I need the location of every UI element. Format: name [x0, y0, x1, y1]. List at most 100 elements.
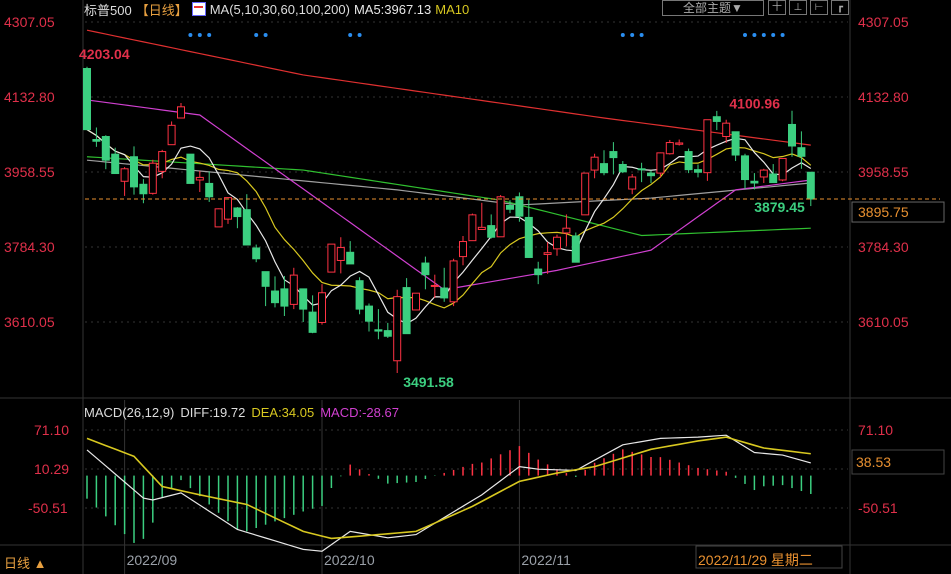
macd-tick-left: 10.29 — [34, 461, 69, 477]
candle-down — [797, 147, 806, 157]
price-tick-right: 4307.05 — [858, 14, 909, 30]
macd-params[interactable]: MACD(26,12,9) — [84, 405, 175, 420]
macd-tick-right: 71.10 — [858, 422, 893, 438]
candle-down — [741, 155, 749, 181]
high-annotation: 4100.96 — [729, 96, 780, 112]
candle-down — [534, 268, 543, 276]
candle-up — [665, 142, 674, 155]
event-marker — [263, 33, 268, 37]
candle-down — [299, 288, 308, 310]
ma100-line — [86, 159, 811, 206]
candle-down — [83, 68, 91, 131]
price-tick-left: 3784.30 — [4, 239, 55, 255]
candle-down — [233, 207, 242, 218]
candle-up — [562, 227, 571, 234]
event-marker — [743, 33, 747, 37]
zoom-out-tool-button[interactable]: ⊢ — [810, 0, 828, 15]
candle-down — [515, 196, 524, 217]
candle-down — [421, 262, 430, 276]
zoom-in-tool-button[interactable]: ⊥ — [789, 0, 807, 15]
candle-down — [101, 136, 110, 161]
candle-down — [524, 216, 533, 258]
restore-tool-button[interactable]: ┏ — [831, 0, 849, 15]
event-marker — [188, 33, 193, 37]
candle-up — [336, 247, 345, 261]
candle-down — [694, 169, 702, 173]
candle-up — [177, 106, 185, 119]
chart-header: 标普500 【日线】 MA(5,10,30,60,100,200) MA5:39… — [84, 0, 469, 18]
candle-up — [778, 157, 787, 181]
macd-current-value: 38.53 — [856, 454, 891, 470]
candle-up — [214, 208, 223, 228]
crosshair-tool-button[interactable]: 十 — [768, 0, 786, 15]
date-tick: 2022/09 — [127, 552, 178, 568]
event-marker — [761, 33, 766, 37]
candle-down — [261, 271, 270, 287]
period-selector[interactable]: 日线 ▲ — [4, 556, 47, 571]
candle-up — [412, 292, 420, 311]
candle-up — [628, 176, 637, 190]
cursor-date-box — [695, 545, 843, 569]
ma10-value: MA10 — [435, 1, 470, 17]
last-price-label: 3895.75 — [858, 204, 909, 220]
date-tick: 2022/10 — [324, 552, 375, 568]
candle-down — [205, 182, 214, 198]
candle-down — [402, 287, 411, 335]
candle-up — [148, 162, 157, 194]
price-tick-left: 3610.05 — [4, 314, 55, 330]
candle-down — [806, 171, 815, 200]
event-marker — [630, 33, 635, 37]
ma-indicator-icon[interactable] — [191, 2, 206, 16]
macd-tick-left: 71.10 — [34, 422, 69, 438]
event-marker — [197, 33, 202, 37]
candle-down — [280, 288, 289, 307]
candle-down — [308, 311, 317, 333]
candle-down — [712, 116, 721, 122]
last-price-box — [851, 201, 945, 223]
instrument-title: 标普500 — [84, 2, 132, 18]
date-tick: 2022/11 — [521, 552, 571, 568]
ma5-line — [86, 129, 812, 325]
candle-down — [186, 153, 195, 184]
candle-up — [430, 284, 439, 287]
candle-down — [271, 290, 279, 304]
macd-value-box — [851, 449, 945, 475]
candle-down — [684, 151, 693, 171]
candle-up — [581, 172, 590, 216]
ma200-line — [86, 29, 811, 146]
candle-down — [506, 204, 514, 210]
candle-down — [609, 151, 618, 159]
event-marker — [752, 33, 757, 37]
price-tick-left: 4307.05 — [4, 14, 55, 30]
diff-line — [86, 434, 811, 552]
candle-down — [647, 172, 655, 177]
candle-down — [139, 183, 148, 195]
candle-down — [487, 225, 496, 238]
diff-value: DIFF:19.72 — [180, 405, 246, 420]
candle-down — [365, 305, 373, 322]
candle-down — [440, 287, 449, 299]
price-tick-left: 4132.80 — [4, 89, 55, 105]
ma-params[interactable]: MA(5,10,30,60,100,200) — [209, 1, 350, 17]
event-marker — [348, 33, 353, 37]
candle-down — [111, 153, 120, 175]
price-tick-left: 3958.55 — [4, 164, 55, 180]
event-marker — [207, 33, 212, 37]
all-themes-dropdown[interactable]: 全部主题▼ — [662, 0, 764, 16]
period-tag[interactable]: 【日线】 — [135, 2, 188, 18]
candle-down — [346, 251, 355, 265]
event-marker — [780, 33, 785, 37]
candle-up — [167, 124, 176, 146]
macd-value: MACD:-28.67 — [320, 405, 399, 420]
candle-up — [496, 196, 505, 238]
candle-up — [703, 119, 712, 174]
event-marker — [357, 33, 362, 37]
candle-up — [327, 243, 336, 273]
candle-down — [355, 280, 364, 310]
candle-down — [618, 163, 627, 173]
candle-up — [590, 156, 599, 171]
candle-up — [553, 236, 561, 250]
candle-down — [130, 156, 138, 188]
candle-up — [224, 197, 232, 220]
